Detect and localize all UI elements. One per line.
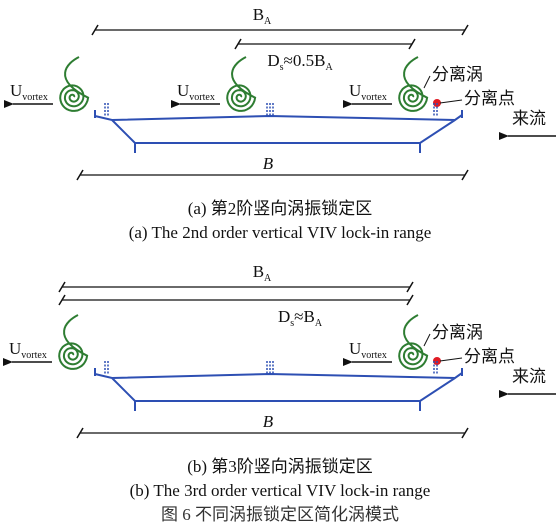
dimension-tick bbox=[461, 24, 469, 36]
label-part: A bbox=[264, 16, 272, 27]
deck bbox=[94, 368, 463, 411]
leader bbox=[439, 99, 463, 104]
ba-label: BA bbox=[253, 5, 272, 27]
u-vortex-label: Uvortex bbox=[177, 81, 215, 103]
ba-label: BA bbox=[253, 262, 272, 284]
label-part: D bbox=[267, 51, 279, 70]
label-part: vortex bbox=[22, 92, 48, 103]
point-label: 分离点 bbox=[464, 89, 515, 108]
dimension-tick bbox=[76, 169, 84, 181]
label-part: ≈ bbox=[294, 307, 303, 326]
u-vortex-label: Uvortex bbox=[349, 339, 387, 361]
label-part: A bbox=[264, 273, 272, 284]
label-part: ≈0.5 bbox=[284, 51, 315, 70]
dimension-tick bbox=[461, 427, 469, 439]
u-vortex-label: Uvortex bbox=[10, 81, 48, 103]
dimension-tick bbox=[408, 38, 416, 50]
label-part: B bbox=[303, 307, 314, 326]
dimension-tick bbox=[91, 24, 99, 36]
ds-label: Ds≈0.5BA bbox=[267, 51, 333, 73]
u-vortex-label: Uvortex bbox=[9, 339, 47, 361]
flow-label: 来流 bbox=[512, 367, 546, 386]
vortex-spiral bbox=[398, 56, 429, 112]
b-label: B bbox=[263, 154, 274, 173]
label-part: vortex bbox=[361, 92, 387, 103]
label-part: A bbox=[315, 318, 323, 329]
u-vortex-label: Uvortex bbox=[349, 81, 387, 103]
label-part: D bbox=[278, 307, 290, 326]
dimension-tick bbox=[234, 38, 242, 50]
label-part: vortex bbox=[189, 92, 215, 103]
label-part: U bbox=[349, 81, 361, 100]
vortex-spiral bbox=[58, 314, 89, 370]
dimension-tick bbox=[406, 294, 414, 306]
leader bbox=[423, 333, 431, 347]
label-part: U bbox=[177, 81, 189, 100]
dimension-tick bbox=[461, 169, 469, 181]
label-part: vortex bbox=[21, 350, 47, 361]
deck bbox=[94, 110, 463, 153]
leader bbox=[439, 357, 463, 362]
flow-label: 来流 bbox=[512, 109, 546, 128]
label-part: A bbox=[325, 62, 333, 73]
label-part: B bbox=[314, 51, 325, 70]
dimension-tick bbox=[406, 281, 414, 293]
dimension-tick bbox=[58, 294, 66, 306]
label-part: U bbox=[9, 339, 21, 358]
label-part: B bbox=[253, 5, 264, 24]
label-part: vortex bbox=[361, 350, 387, 361]
dimension-tick bbox=[58, 281, 66, 293]
label-part: U bbox=[10, 81, 22, 100]
leader bbox=[423, 75, 431, 89]
caption-cn: (b) 第3阶竖向涡振锁定区 bbox=[187, 457, 373, 476]
label-part: U bbox=[349, 339, 361, 358]
vortex-label: 分离涡 bbox=[432, 65, 483, 84]
label-part: s bbox=[290, 318, 294, 329]
label-part: B bbox=[253, 262, 264, 281]
caption-cn: (a) 第2阶竖向涡振锁定区 bbox=[188, 199, 373, 218]
dimension-tick bbox=[76, 427, 84, 439]
vortex-spiral bbox=[398, 314, 429, 370]
vortex-spiral bbox=[226, 56, 257, 112]
point-label: 分离点 bbox=[464, 347, 515, 366]
figure-caption: 图 6 不同涡振锁定区简化涡模式 bbox=[161, 505, 399, 524]
vortex-spiral bbox=[59, 56, 90, 112]
vortex-label: 分离涡 bbox=[432, 323, 483, 342]
ds-label: Ds≈BA bbox=[278, 307, 323, 329]
label-part: s bbox=[280, 62, 284, 73]
caption-en: (b) The 3rd order vertical VIV lock-in r… bbox=[130, 481, 431, 500]
caption-en: (a) The 2nd order vertical VIV lock-in r… bbox=[129, 223, 432, 242]
b-label: B bbox=[263, 412, 274, 431]
